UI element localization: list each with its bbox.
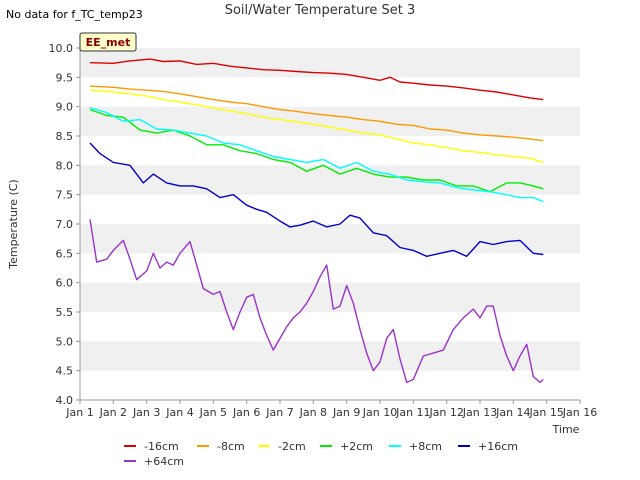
ee-met-badge: EE_met <box>79 32 137 52</box>
y-tick-label: 5.5 <box>56 306 74 319</box>
x-tick-label: Jan 6 <box>232 406 260 419</box>
y-tick-label: 6.5 <box>56 247 74 260</box>
grid-band <box>80 165 580 195</box>
y-tick-label: 9.0 <box>56 101 74 114</box>
series-line-2cm <box>89 108 544 193</box>
series-layer <box>89 58 544 384</box>
grid-bands <box>80 48 580 400</box>
legend-label: +2cm <box>340 440 373 453</box>
x-tick-label: Jan 3 <box>132 406 160 419</box>
chart-title: Soil/Water Temperature Set 3 <box>224 3 416 18</box>
x-tick-label: Jan 12 <box>428 406 463 419</box>
series-line-2cm <box>89 89 544 164</box>
x-tick-label: Jan 15 <box>528 406 563 419</box>
y-tick-label: 4.0 <box>56 394 74 407</box>
series-line-8cm <box>89 107 544 203</box>
legend-label: +8cm <box>409 440 442 453</box>
x-tick-label: Jan 5 <box>199 406 227 419</box>
y-tick-label: 7.5 <box>56 189 74 202</box>
series-line-16cm <box>89 58 544 101</box>
series-line-8cm <box>89 85 544 142</box>
x-tick-label: Jan 4 <box>165 406 193 419</box>
y-tick-label: 10.0 <box>49 42 74 55</box>
y-axis-label: Temperature (C) <box>7 179 20 269</box>
x-tick-label: Jan 9 <box>332 406 360 419</box>
x-tick-label: Jan 13 <box>462 406 497 419</box>
y-tick-label: 5.0 <box>56 335 74 348</box>
grid-band <box>80 48 580 78</box>
x-tick-label: Jan 11 <box>395 406 430 419</box>
x-tick-label: Jan 8 <box>299 406 327 419</box>
x-axis-label: Time <box>552 423 580 436</box>
legend-label: -8cm <box>217 440 245 453</box>
grid-band <box>80 106 580 136</box>
legend-label: -16cm <box>144 440 179 453</box>
series-line-16cm <box>89 142 544 257</box>
x-tick-label: Jan 1 <box>65 406 93 419</box>
legend-label: +64cm <box>144 455 184 468</box>
y-tick-label: 6.0 <box>56 277 74 290</box>
grid-band <box>80 341 580 371</box>
series-line-64cm <box>89 219 544 384</box>
y-tick-label: 8.5 <box>56 130 74 143</box>
axes: 4.0 4.5 5.0 5.5 6.0 6.5 7.0 7.5 8.0 8.5 9.0 9.5 10.0… <box>49 42 598 419</box>
no-data-note: No data for f_TC_temp23 <box>6 8 143 21</box>
ee-met-label: EE_met <box>86 36 131 49</box>
y-tick-label: 8.0 <box>56 159 74 172</box>
x-tick-label: Jan 16 <box>562 406 597 419</box>
legend: -16cm -8cm -2cm +2cm +8cm +16cm +64cm <box>124 440 518 468</box>
y-tick-label: 4.5 <box>56 365 74 378</box>
legend-label: -2cm <box>278 440 306 453</box>
x-tick-label: Jan 2 <box>99 406 127 419</box>
grid-band <box>80 224 580 254</box>
x-tick-label: Jan 10 <box>362 406 397 419</box>
legend-label: +16cm <box>478 440 518 453</box>
y-tick-label: 7.0 <box>56 218 74 231</box>
x-tick-label: Jan 14 <box>495 406 530 419</box>
y-tick-label: 9.5 <box>56 71 74 84</box>
x-tick-label: Jan 7 <box>265 406 293 419</box>
